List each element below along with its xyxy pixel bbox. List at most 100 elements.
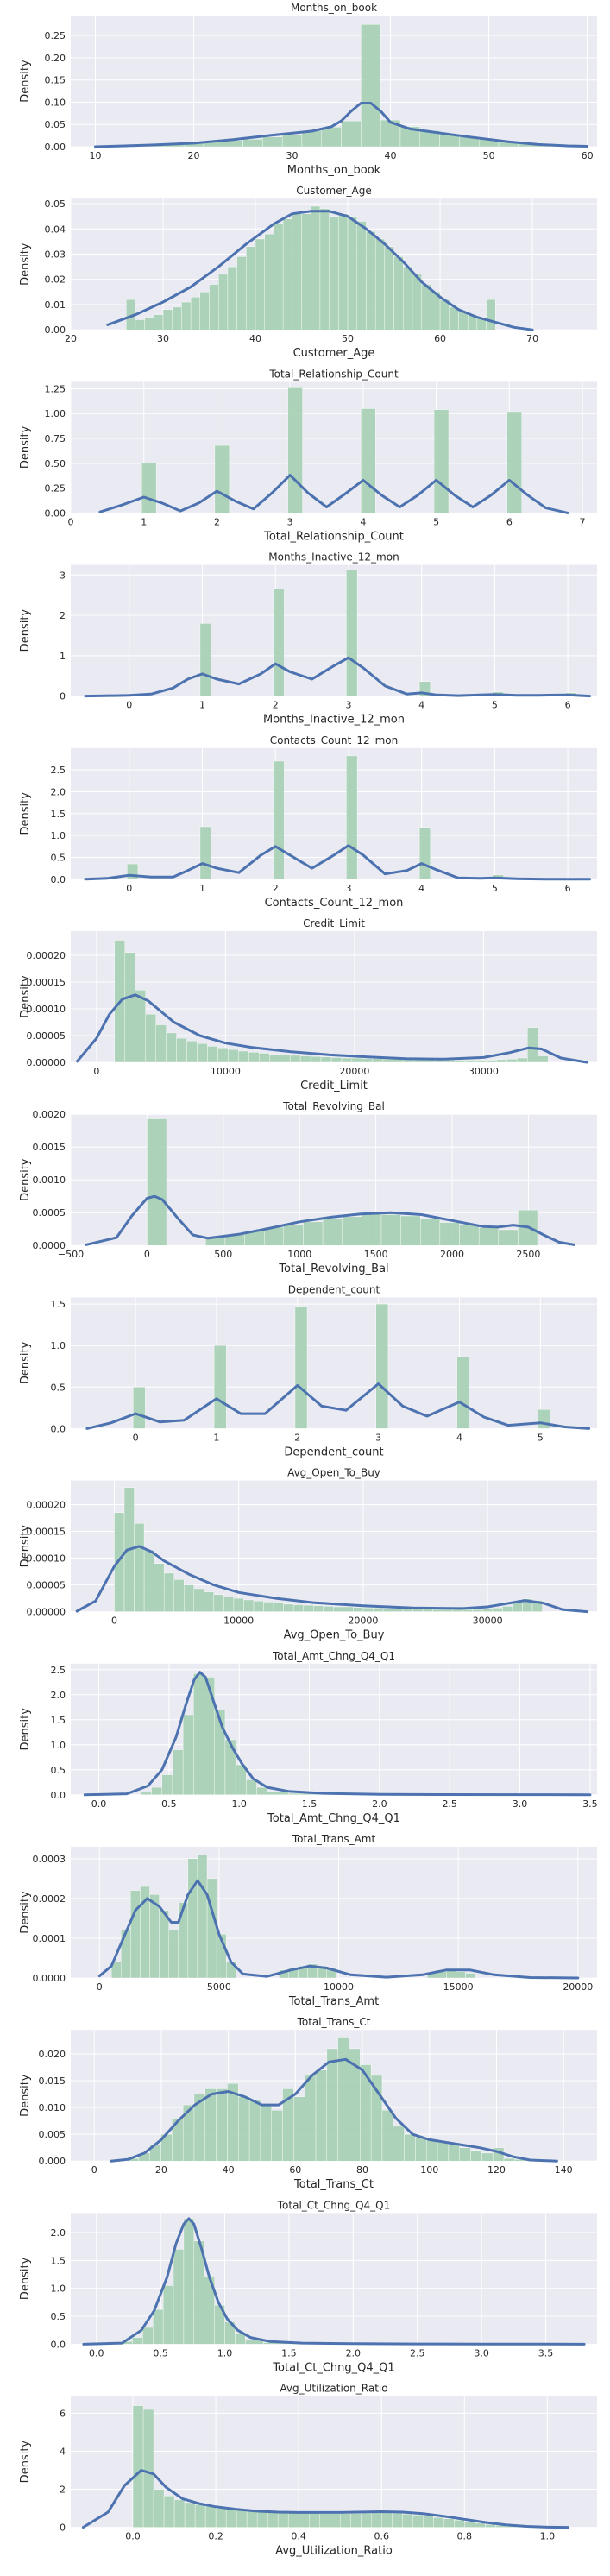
- y-tick-label: 6: [60, 2408, 66, 2419]
- histogram-bar: [485, 2524, 496, 2528]
- y-tick-label: 0.00: [45, 324, 66, 336]
- y-tick-label: 0.00015: [27, 977, 66, 988]
- histogram-bar: [434, 1060, 445, 1063]
- histogram-bar: [382, 1059, 393, 1063]
- histogram-bar: [426, 2139, 438, 2162]
- x-tick-label: 4: [360, 516, 366, 527]
- histogram-bar: [204, 2506, 217, 2528]
- histogram-bar: [465, 1060, 476, 1063]
- histogram-bar: [459, 1225, 480, 1246]
- chart-title: Months_Inactive_12_mon: [268, 551, 399, 564]
- x-tick-label: 0: [126, 883, 132, 894]
- histogram-bar: [172, 1749, 184, 1796]
- histogram-bar: [402, 1609, 413, 1612]
- x-tick-label: 0.5: [153, 2347, 168, 2359]
- histogram-bar: [155, 1024, 167, 1063]
- histogram-bar: [346, 570, 358, 696]
- x-tick-label: 6: [565, 883, 571, 894]
- histogram-bar: [353, 1607, 364, 1612]
- y-tick-label: 1.5: [51, 1299, 66, 1310]
- histogram-bar: [273, 760, 285, 880]
- y-tick-label: 1.0: [51, 1340, 66, 1351]
- x-axis-label: Months_Inactive_12_mon: [263, 714, 405, 727]
- y-tick-label: 1.5: [51, 809, 66, 820]
- histogram-bar: [361, 2513, 372, 2528]
- x-tick-label: 0.2: [208, 2531, 223, 2542]
- kde-line: [97, 1879, 580, 1980]
- histogram-bar: [181, 301, 192, 331]
- plot-background: [71, 564, 597, 696]
- histogram-bar: [380, 1214, 401, 1246]
- histogram-bar: [470, 2150, 482, 2162]
- histogram-bar: [298, 2512, 310, 2528]
- histogram-bar: [527, 1027, 538, 1063]
- x-tick-label: 2500: [516, 1249, 540, 1260]
- histogram-bar: [372, 1058, 384, 1063]
- histogram-bar: [475, 2522, 486, 2528]
- histogram-bar: [132, 2337, 143, 2345]
- x-tick-label: 50: [342, 333, 354, 344]
- x-tick-label: 20: [65, 333, 77, 344]
- y-tick-label: 0.50: [45, 458, 66, 469]
- histogram-bar: [384, 246, 394, 331]
- y-tick-label: 1.0: [51, 830, 66, 841]
- x-tick-label: 3: [345, 700, 351, 711]
- x-tick-label: 0.6: [374, 2531, 389, 2542]
- histogram-bar: [144, 317, 154, 331]
- chart-title: Total_Amt_Chng_Q4_Q1: [272, 1650, 395, 1662]
- histogram-bar: [213, 1594, 224, 1612]
- y-tick-label: 0.0: [51, 1423, 66, 1434]
- x-tick-label: 60: [289, 2164, 301, 2176]
- histogram-bar: [204, 1591, 215, 1612]
- y-tick-label: 0.05: [45, 198, 66, 210]
- x-tick-label: 0.5: [161, 1798, 177, 1810]
- kde-line: [75, 1545, 588, 1614]
- histogram-bar: [236, 256, 247, 331]
- histogram-bar: [400, 1215, 421, 1246]
- y-tick-label: 3: [60, 570, 66, 581]
- histogram-bar: [133, 1387, 146, 1429]
- chart-title: Total_Ct_Chng_Q4_Q1: [277, 2199, 390, 2211]
- histogram-bar: [173, 2499, 186, 2528]
- x-tick-label: 30: [286, 150, 299, 161]
- x-tick-label: 0: [126, 700, 132, 711]
- histogram-bar: [204, 2088, 217, 2162]
- x-tick-label: 0.0: [91, 1798, 107, 1810]
- y-tick-label: 0.0: [51, 2339, 66, 2350]
- histogram-bar: [184, 2502, 196, 2528]
- x-tick-label: 2.5: [442, 1798, 457, 1810]
- x-tick-label: 100: [420, 2164, 438, 2176]
- histogram-bar: [437, 2142, 450, 2162]
- histogram-bar: [496, 1059, 507, 1063]
- histogram-bar: [310, 1055, 322, 1063]
- y-tick-label: 0.00020: [27, 950, 66, 961]
- histogram-bar: [135, 990, 146, 1063]
- histogram-bar: [486, 299, 496, 331]
- x-tick-label: 1000: [287, 1249, 311, 1260]
- y-axis-label: Density: [19, 242, 32, 286]
- histogram-bar: [373, 1608, 384, 1612]
- y-axis-label: Density: [19, 2257, 32, 2300]
- histogram-bar: [215, 2508, 227, 2528]
- x-tick-label: 10: [90, 150, 102, 161]
- histogram-bar: [486, 1060, 497, 1063]
- x-tick-label: 2.5: [410, 2347, 425, 2359]
- histogram-bar: [142, 2327, 154, 2345]
- histogram-bar: [183, 2218, 195, 2345]
- chart-title: Total_Revolving_Bal: [282, 1100, 385, 1112]
- histogram-bar: [194, 2504, 206, 2528]
- histogram-bar: [134, 1523, 145, 1612]
- histogram-bar: [506, 411, 522, 513]
- y-tick-label: 2.0: [51, 786, 66, 797]
- y-tick-label: 0.0010: [33, 1175, 66, 1186]
- plot-background: [71, 1663, 597, 1795]
- x-tick-label: 1.0: [231, 1798, 247, 1810]
- histogram-bar: [412, 1609, 424, 1612]
- y-tick-label: 0.0001: [33, 1933, 66, 1944]
- x-tick-label: 10000: [211, 1066, 241, 1077]
- y-tick-label: 0.5: [51, 1765, 66, 1776]
- y-tick-label: 0.20: [45, 53, 66, 64]
- kde-line: [106, 210, 534, 331]
- histogram-bar: [199, 826, 211, 879]
- x-tick-label: 20000: [348, 1616, 378, 1627]
